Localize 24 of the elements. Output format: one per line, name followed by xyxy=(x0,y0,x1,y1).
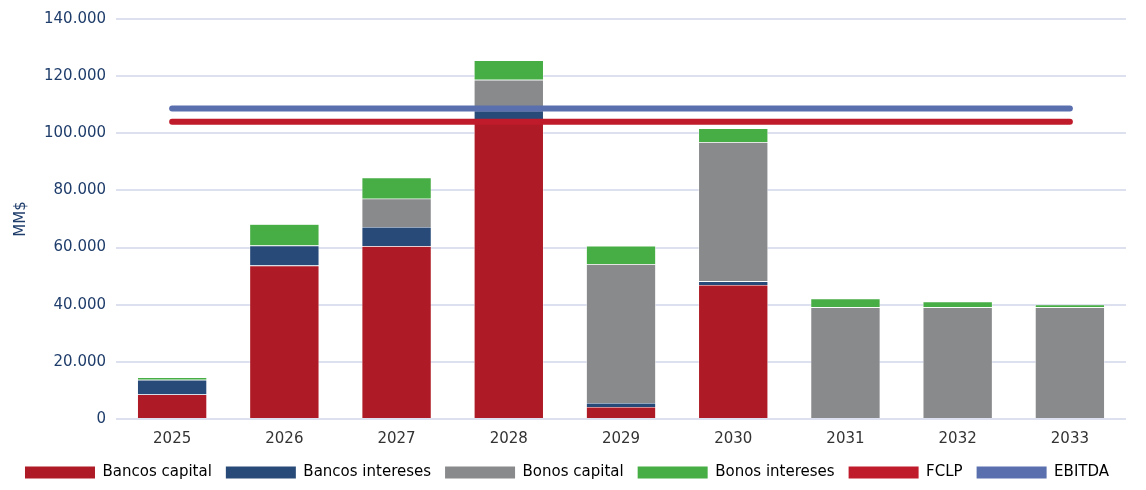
y-tick-label: 60.000 xyxy=(53,237,107,256)
legend-label: Bancos capital xyxy=(102,462,212,481)
y-tick-label: 140.000 xyxy=(44,8,107,27)
legend-label: EBITDA xyxy=(1054,462,1110,481)
x-tick-label: 2031 xyxy=(826,428,865,447)
y-tick-label: 80.000 xyxy=(53,180,107,199)
legend-label: Bancos intereses xyxy=(303,462,432,481)
y-tick-label: 20.000 xyxy=(53,351,107,370)
x-tick-label: 2025 xyxy=(153,428,192,447)
y-tick-label: 120.000 xyxy=(44,66,107,85)
y-tick-label: 0 xyxy=(96,408,107,427)
x-tick-label: 2033 xyxy=(1050,428,1089,447)
y-tick-label: 40.000 xyxy=(53,294,107,313)
legend-label: Bonos capital xyxy=(522,462,624,481)
legend-label: Bonos intereses xyxy=(715,462,835,481)
legend-label: FCLP xyxy=(926,462,963,481)
y-tick-label: 100.000 xyxy=(44,123,107,142)
y-axis-title: MM$ xyxy=(10,201,29,237)
x-tick-label: 2029 xyxy=(601,428,641,447)
x-tick-label: 2030 xyxy=(714,428,753,447)
x-tick-label: 2032 xyxy=(938,428,977,447)
x-tick-label: 2026 xyxy=(265,428,304,447)
x-tick-label: 2027 xyxy=(377,428,416,447)
x-tick-label: 2028 xyxy=(489,428,528,447)
